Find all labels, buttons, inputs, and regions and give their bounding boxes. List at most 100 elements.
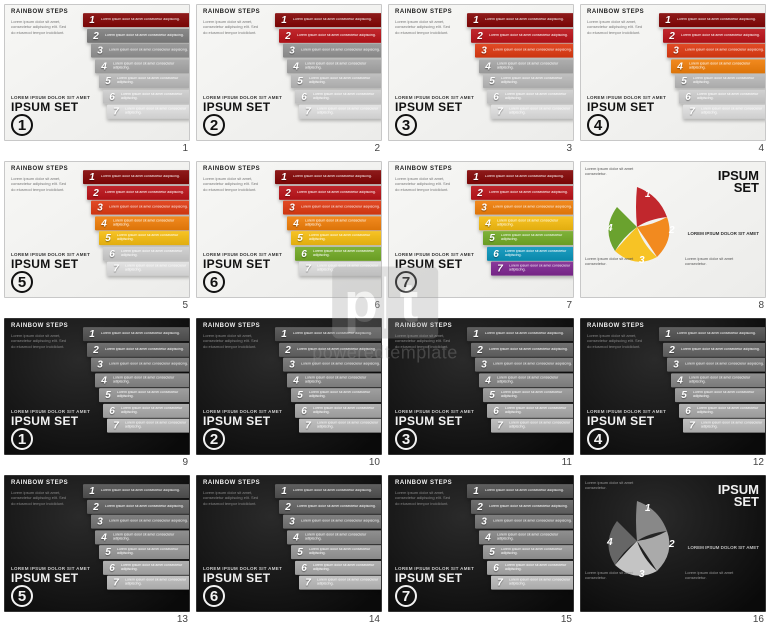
step-item: 3 Lorem ipsum dolor sit amet consectetur…	[667, 358, 766, 372]
step-number: 2	[90, 344, 102, 355]
step-text: Lorem ipsum dolor sit amet consectetur a…	[294, 504, 382, 508]
slide[interactable]: RAINBOW STEPSLorem ipsum dolor sit amet,…	[4, 161, 190, 298]
step-text: Lorem ipsum dolor sit amet consectetur a…	[106, 520, 190, 524]
step-number: 4	[290, 60, 302, 71]
title-text: IPSUM SET	[203, 100, 270, 114]
step-text: Lorem ipsum dolor sit amet consectetur a…	[114, 77, 190, 85]
body-text: Lorem ipsum dolor sit amet, consectetur …	[11, 333, 71, 349]
step-item: 1 Lorem ipsum dolor sit amet consectetur…	[275, 484, 382, 498]
slide[interactable]: RAINBOW STEPS Lorem ipsum dolor sit amet,…	[4, 318, 190, 455]
step-text: Lorem ipsum dolor sit amet consectetur a…	[118, 93, 190, 101]
step-item: 2 Lorem ipsum dolor sit amet consectetur…	[87, 499, 190, 513]
step-text: Lorem ipsum dolor sit amet consectetur a…	[690, 391, 766, 399]
slide[interactable]: RAINBOW STEPSLorem ipsum dolor sit amet,…	[4, 475, 190, 612]
step-item: 2 Lorem ipsum dolor sit amet consectetur…	[471, 185, 574, 199]
step-text: Lorem ipsum dolor sit amet consectetur a…	[690, 77, 766, 85]
step-text: Lorem ipsum dolor sit amet consectetur a…	[294, 33, 382, 37]
step-number: 5	[678, 390, 690, 401]
slide[interactable]: RAINBOW STEPSLorem ipsum dolor sit amet,…	[388, 475, 574, 612]
step-text: Lorem ipsum dolor sit amet consectetur a…	[494, 376, 574, 384]
step-number: 5	[486, 390, 498, 401]
slide-index: 13	[4, 612, 190, 626]
svg-text:4: 4	[606, 223, 613, 234]
slide[interactable]: RAINBOW STEPSLorem ipsum dolor sit amet,…	[580, 4, 766, 141]
header-label: RAINBOW STEPS	[11, 323, 68, 329]
slide[interactable]: RAINBOW STEPSLorem ipsum dolor sit amet,…	[196, 318, 382, 455]
step-item: 2 Lorem ipsum dolor sit amet consectetur…	[663, 342, 766, 356]
step-item: 6 Lorem ipsum dolor sit amet consectetur…	[487, 560, 574, 574]
step-number: 3	[94, 516, 106, 527]
step-number: 6	[106, 91, 118, 102]
step-item: 4 Lorem ipsum dolor sit amet consectetur…	[287, 373, 382, 387]
step-item: 2 Lorem ipsum dolor sit amet consectetur…	[279, 342, 382, 356]
step-number: 4	[674, 60, 686, 71]
step-text: Lorem ipsum dolor sit amet consectetur a…	[122, 108, 190, 116]
step-item: 1 Lorem ipsum dolor sit amet consectetur…	[659, 327, 766, 341]
slide[interactable]: RAINBOW STEPSLorem ipsum dolor sit amet,…	[196, 161, 382, 298]
step-number: 1	[86, 486, 98, 497]
step-number: 7	[494, 420, 506, 431]
slide[interactable]: RAINBOW STEPSLorem ipsum dolor sit amet,…	[388, 4, 574, 141]
step-stack: 1 Lorem ipsum dolor sit amet consectetur…	[83, 163, 190, 284]
slide-cell: RAINBOW STEPS Lorem ipsum dolor sit amet,…	[4, 318, 190, 469]
step-item: 1 Lorem ipsum dolor sit amet consectetur…	[275, 170, 382, 184]
step-number: 1	[470, 15, 482, 26]
step-item: 1 Lorem ipsum dolor sit amet consectetur…	[83, 13, 190, 27]
step-number: 3	[478, 45, 490, 56]
step-number: 1	[278, 172, 290, 183]
title-text: IPSUM SET	[203, 414, 270, 428]
slide-title: IPSUM SET 7	[395, 257, 462, 293]
slide[interactable]: 1234Lorem ipsum dolor sit amet consectet…	[580, 161, 766, 298]
step-stack: 1 Lorem ipsum dolor sit amet consectetur…	[467, 6, 574, 127]
body-text: Lorem ipsum dolor sit amet, consectetur …	[203, 333, 263, 349]
step-text: Lorem ipsum dolor sit amet consectetur a…	[290, 18, 382, 22]
step-number: 7	[302, 263, 314, 274]
step-number: 2	[666, 344, 678, 355]
step-text: Lorem ipsum dolor sit amet consectetur a…	[290, 332, 382, 336]
step-item: 4 Lorem ipsum dolor sit amet consectetur…	[95, 216, 190, 230]
slide-title: IPSUM SET 7	[395, 571, 462, 607]
step-number: 1	[278, 329, 290, 340]
body-text: Lorem ipsum dolor sit amet, consectetur …	[587, 333, 647, 349]
slide[interactable]: RAINBOW STEPSLorem ipsum dolor sit amet,…	[196, 475, 382, 612]
slide[interactable]: 1234Lorem ipsum dolor sit amet consectet…	[580, 475, 766, 612]
step-number: 6	[490, 248, 502, 259]
step-number: 4	[482, 217, 494, 228]
step-text: Lorem ipsum dolor sit amet consectetur a…	[306, 391, 382, 399]
step-item: 5 Lorem ipsum dolor sit amet consectetur…	[291, 388, 382, 402]
step-text: Lorem ipsum dolor sit amet consectetur a…	[306, 234, 382, 242]
step-item: 1 Lorem ipsum dolor sit amet consectetur…	[83, 484, 190, 498]
slide-index: 3	[388, 141, 574, 155]
step-number: 5	[486, 233, 498, 244]
step-number: 5	[294, 390, 306, 401]
step-number: 7	[110, 577, 122, 588]
step-text: Lorem ipsum dolor sit amet consectetur a…	[118, 407, 190, 415]
step-number: 1	[86, 172, 98, 183]
slide-cell: RAINBOW STEPSLorem ipsum dolor sit amet,…	[388, 318, 574, 469]
step-text: Lorem ipsum dolor sit amet consectetur a…	[306, 77, 382, 85]
step-text: Lorem ipsum dolor sit amet consectetur a…	[118, 250, 190, 258]
title-number: 7	[395, 585, 417, 607]
step-item: 5 Lorem ipsum dolor sit amet consectetur…	[291, 231, 382, 245]
slide[interactable]: RAINBOW STEPSLorem ipsum dolor sit amet,…	[388, 318, 574, 455]
step-text: Lorem ipsum dolor sit amet consectetur a…	[498, 548, 574, 556]
step-text: Lorem ipsum dolor sit amet consectetur a…	[298, 520, 382, 524]
step-number: 5	[486, 76, 498, 87]
slide-cell: RAINBOW STEPSLorem ipsum dolor sit amet,…	[4, 4, 190, 155]
step-item: 5 Lorem ipsum dolor sit amet consectetur…	[291, 74, 382, 88]
step-stack: 1 Lorem ipsum dolor sit amet consectetur…	[83, 6, 190, 127]
slide[interactable]: RAINBOW STEPSLorem ipsum dolor sit amet,…	[4, 4, 190, 141]
step-text: Lorem ipsum dolor sit amet consectetur a…	[122, 579, 190, 587]
header-label: RAINBOW STEPS	[395, 166, 452, 172]
step-number: 1	[470, 486, 482, 497]
step-text: Lorem ipsum dolor sit amet consectetur a…	[486, 504, 574, 508]
slide[interactable]: RAINBOW STEPSLorem ipsum dolor sit amet,…	[196, 4, 382, 141]
step-number: 2	[282, 30, 294, 41]
step-item: 7 Lorem ipsum dolor sit amet consectetur…	[683, 105, 766, 119]
title-text: IPSUM SET	[395, 571, 462, 585]
slide[interactable]: RAINBOW STEPSLorem ipsum dolor sit amet,…	[580, 318, 766, 455]
title-text: IPSUM SET	[587, 414, 654, 428]
step-item: 6 Lorem ipsum dolor sit amet consectetur…	[487, 246, 574, 260]
step-text: Lorem ipsum dolor sit amet consectetur a…	[306, 548, 382, 556]
slide[interactable]: RAINBOW STEPSLorem ipsum dolor sit amet,…	[388, 161, 574, 298]
